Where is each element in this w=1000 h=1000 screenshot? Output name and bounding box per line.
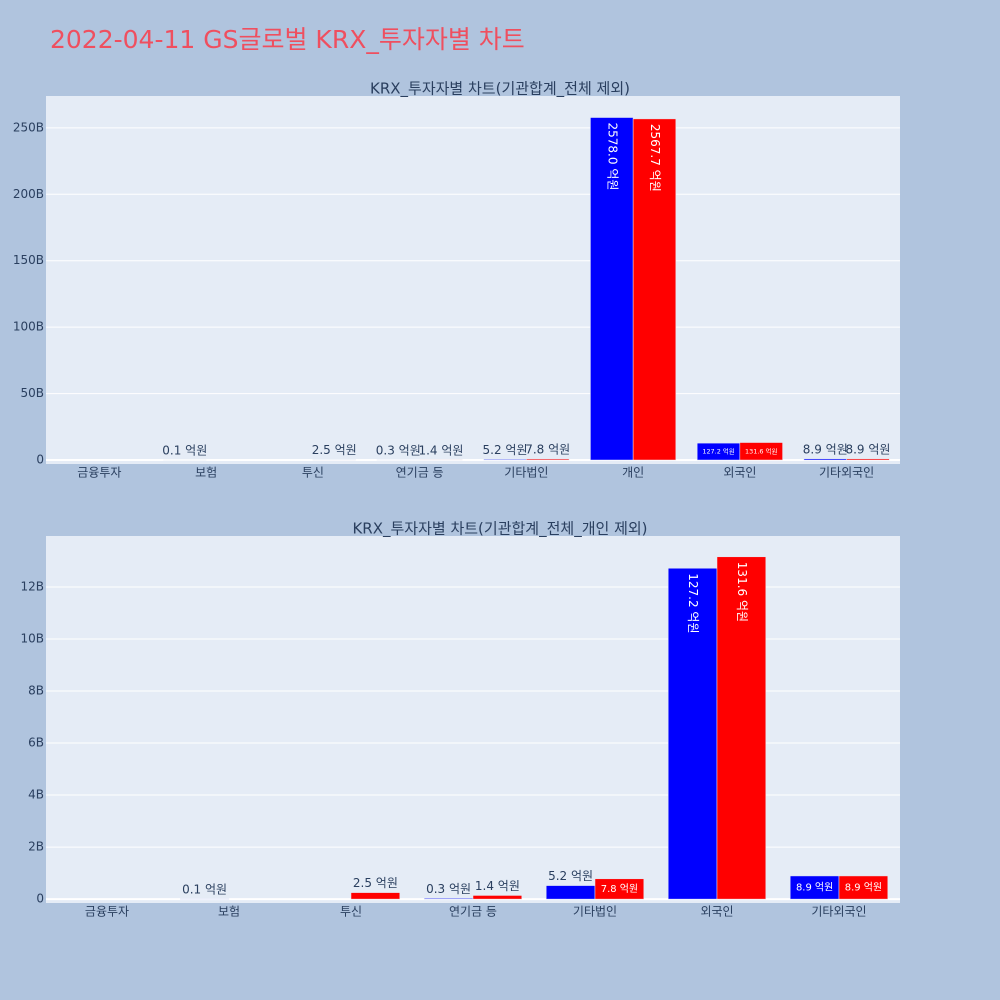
value-label: 127.2 억원 [702, 447, 734, 456]
value-label: 7.8 억원 [525, 442, 570, 456]
bar [838, 875, 889, 900]
value-label: 2.5 억원 [353, 876, 398, 890]
value-label: 1.4 억원 [418, 443, 463, 457]
y-tick-label: 8B [28, 684, 44, 698]
bar [472, 895, 523, 900]
value-label: 127.2 억원 [686, 573, 700, 633]
x-tick-label: 금융투자 [77, 466, 121, 480]
value-label: 0.1 억원 [182, 882, 227, 896]
value-label: 7.8 억원 [601, 883, 638, 895]
bar [423, 898, 474, 900]
y-tick-label: 100B [13, 320, 44, 334]
chart-title: KRX_투자자별 차트(기관합계_전체 제외) [370, 80, 630, 99]
x-tick-label: 기타법인 [573, 905, 617, 919]
bar [594, 878, 645, 900]
x-tick-label: 연기금 등 [449, 905, 497, 919]
bar [526, 458, 570, 461]
x-tick-label: 개인 [622, 466, 644, 480]
bar [632, 118, 677, 461]
value-label: 2578.0 억원 [605, 123, 619, 191]
bar [350, 892, 401, 900]
bar [716, 556, 767, 900]
bar [545, 885, 596, 900]
value-label: 5.2 억원 [548, 869, 593, 883]
value-label: 8.9 억원 [803, 442, 848, 456]
value-label: 131.6 억원 [735, 562, 749, 622]
x-tick-label: 연기금 등 [396, 466, 444, 480]
value-label: 8.9 억원 [845, 882, 882, 894]
value-label: 1.4 억원 [475, 879, 520, 893]
x-tick-label: 외국인 [700, 905, 733, 919]
x-tick-label: 투신 [302, 466, 324, 480]
y-tick-label: 2B [28, 840, 44, 854]
y-tick-label: 0 [36, 892, 44, 906]
y-tick-label: 0 [36, 453, 44, 467]
x-tick-label: 기타법인 [504, 466, 548, 480]
x-tick-label: 기타외국인 [819, 466, 874, 480]
x-tick-label: 금융투자 [85, 905, 129, 919]
value-label: 5.2 억원 [483, 443, 528, 457]
bar [667, 568, 718, 900]
value-label: 8.9 억원 [845, 442, 890, 456]
value-label: 2567.7 억원 [648, 124, 662, 192]
x-tick-label: 투신 [340, 905, 362, 919]
plot-area [46, 96, 900, 464]
y-tick-label: 200B [13, 187, 44, 201]
bar [739, 442, 783, 461]
value-label: 8.9 억원 [796, 882, 833, 894]
x-tick-label: 기타외국인 [811, 905, 866, 919]
bar [846, 458, 890, 461]
value-label: 0.3 억원 [376, 443, 421, 457]
y-tick-label: 50B [20, 386, 44, 400]
y-tick-label: 150B [13, 253, 44, 267]
x-tick-label: 보험 [218, 905, 240, 919]
y-tick-label: 6B [28, 736, 44, 750]
y-tick-label: 250B [13, 120, 44, 134]
x-tick-label: 외국인 [723, 466, 756, 480]
value-label: 0.1 억원 [162, 444, 207, 458]
y-tick-label: 4B [28, 788, 44, 802]
y-tick-label: 10B [20, 631, 44, 645]
page-title: 2022-04-11 GS글로벌 KRX_투자자별 차트 [50, 25, 525, 54]
value-label: 0.3 억원 [426, 882, 471, 896]
chart-title: KRX_투자자별 차트(기관합계_전체_개인 제외) [352, 520, 647, 539]
bar [483, 459, 527, 461]
bar [803, 458, 847, 461]
value-label: 131.6 억원 [745, 446, 777, 455]
value-label: 2.5 억원 [312, 443, 357, 457]
plot-area [46, 536, 900, 903]
x-tick-label: 보험 [195, 466, 217, 480]
y-tick-label: 12B [20, 579, 44, 593]
